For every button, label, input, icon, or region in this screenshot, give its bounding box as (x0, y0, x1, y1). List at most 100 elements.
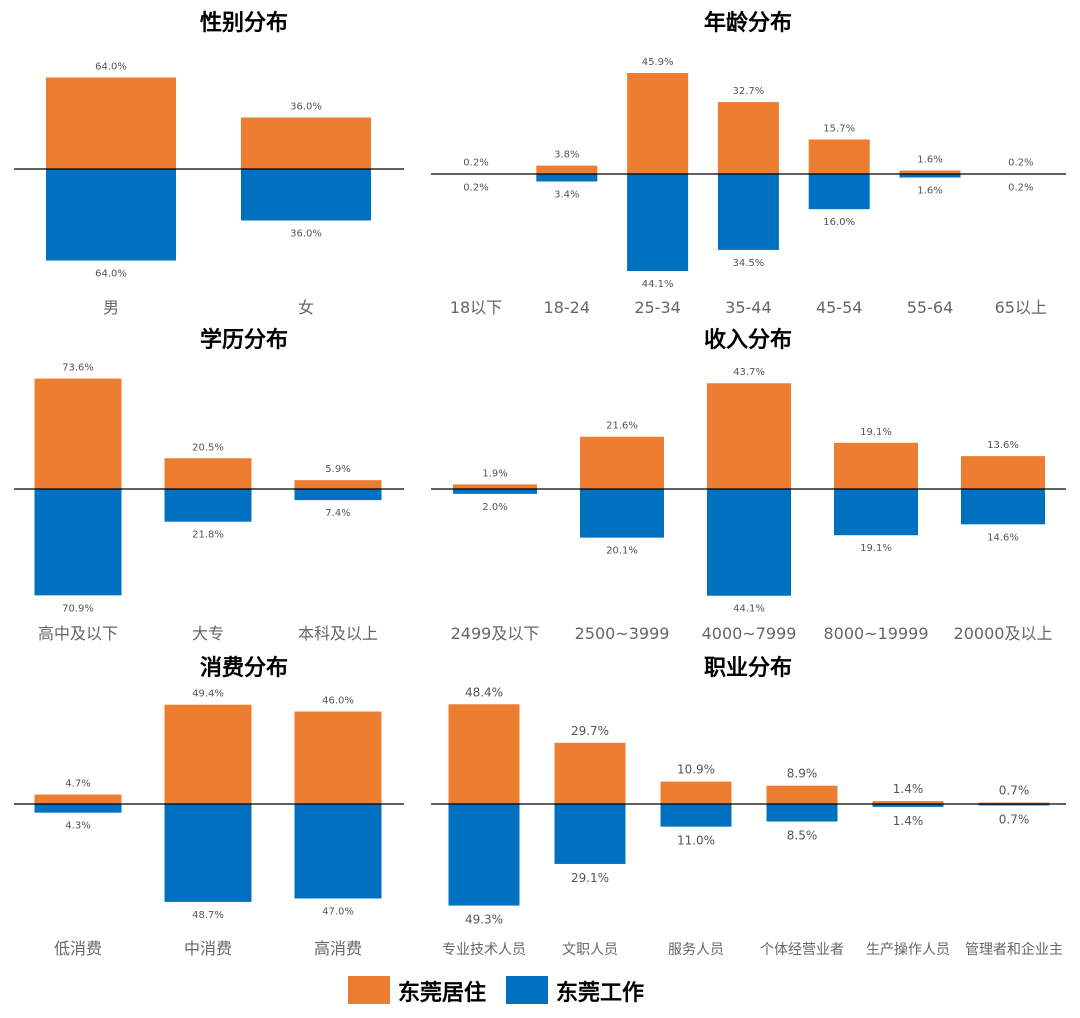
category-label: 4000~7999 (702, 624, 797, 643)
category-label: 本科及以上 (298, 624, 378, 643)
bar-work (766, 804, 838, 822)
bar-work (536, 174, 598, 182)
value-label-live: 45.9% (642, 57, 674, 68)
category-label: 管理者和企业主 (965, 941, 1063, 958)
value-label-live: 5.9% (325, 464, 350, 475)
category-label: 文职人员 (562, 942, 618, 958)
bar-work (961, 489, 1045, 525)
bar-live (164, 704, 252, 804)
value-label-work: 0.2% (463, 182, 488, 193)
bar-live (294, 711, 382, 804)
category-label: 2500~3999 (575, 624, 670, 643)
bar-live (660, 781, 732, 804)
chart-panel-5: 消费分布 4.7% 4.3% 低消费 49.4% 48.7% 中消费 46.0% 47.0% 高消… (14, 655, 404, 958)
value-label-live: 15.7% (823, 123, 855, 134)
value-label-work: 34.5% (733, 258, 765, 269)
category-label: 生产操作人员 (866, 942, 950, 958)
chart-title: 收入分布 (704, 327, 792, 353)
category-label: 男 (103, 298, 119, 317)
category-label: 高中及以下 (38, 624, 118, 643)
category-label: 高消费 (314, 939, 362, 958)
chart-title: 年龄分布 (704, 10, 792, 36)
chart-title: 性别分布 (200, 10, 288, 36)
value-label-live: 32.7% (733, 86, 765, 97)
bar-work (46, 169, 176, 261)
bar-work (554, 804, 626, 864)
value-label-live: 64.0% (95, 61, 127, 72)
value-label-work: 4.3% (65, 821, 90, 832)
bar-live (899, 170, 961, 174)
bar-live (766, 785, 838, 804)
category-label: 65以上 (995, 298, 1047, 317)
value-label-work: 20.1% (606, 546, 638, 557)
category-label: 25-34 (634, 298, 681, 317)
category-label: 低消费 (54, 939, 102, 958)
bar-work (34, 489, 122, 596)
value-label-work: 14.6% (987, 532, 1019, 543)
bar-live (580, 436, 664, 489)
bar-work (660, 804, 732, 827)
category-label: 大专 (192, 624, 224, 643)
category-label: 20000及以上 (954, 624, 1053, 643)
category-label: 18以下 (450, 298, 502, 317)
value-label-live: 3.8% (554, 150, 579, 161)
value-label-work: 11.0% (677, 834, 715, 848)
bar-live (46, 77, 176, 169)
bar-work (164, 804, 252, 902)
value-label-work: 21.8% (192, 530, 224, 541)
category-label: 18-24 (544, 298, 591, 317)
legend-swatch-work (506, 976, 548, 1004)
bar-work (294, 489, 382, 501)
category-label: 45-54 (816, 298, 863, 317)
bar-live (34, 794, 122, 804)
chart-panel-3: 学历分布 73.6% 70.9% 高中及以下 20.5% 21.8% 大专 5.9% 7.4% 本… (14, 327, 404, 643)
value-label-work: 70.9% (62, 603, 94, 614)
bar-live (554, 742, 626, 804)
value-label-work: 8.5% (787, 829, 818, 843)
chart-panel-6: 职业分布 48.4% 49.3% 专业技术人员 29.7% 29.1% 文职人员 10.9% 1… (431, 655, 1066, 958)
value-label-work: 19.1% (860, 543, 892, 554)
bar-work (164, 489, 252, 522)
value-label-work: 3.4% (554, 189, 579, 200)
value-label-live: 29.7% (571, 724, 609, 738)
value-label-work: 0.2% (1008, 182, 1033, 193)
value-label-work: 44.1% (642, 279, 674, 290)
bar-live (978, 802, 1050, 804)
bar-live (872, 801, 944, 804)
value-label-live: 10.9% (677, 763, 715, 777)
value-label-work: 64.0% (95, 269, 127, 280)
bar-live (834, 442, 918, 489)
bar-live (453, 484, 537, 489)
category-label: 中消费 (184, 939, 232, 958)
chart-panel-4: 收入分布 1.9% 2.0% 2499及以下 21.6% 20.1% 2500~3999 43… (431, 327, 1066, 643)
bar-work (899, 174, 961, 178)
bar-work (448, 804, 520, 906)
value-label-work: 47.0% (322, 906, 354, 917)
bar-live (961, 456, 1045, 489)
chart-panel-2: 年龄分布 0.2% 0.2% 18以下 3.8% 3.4% 18-24 45.9% 44.1% 2… (431, 10, 1066, 317)
bar-live (627, 73, 689, 174)
bar-work (453, 489, 537, 494)
bar-work (808, 174, 870, 210)
chart-title: 职业分布 (704, 655, 792, 681)
value-label-live: 13.6% (987, 440, 1019, 451)
bar-live (34, 378, 122, 489)
category-label: 女 (298, 298, 314, 317)
chart-panels: 性别分布 64.0% 64.0% 男 36.0% 36.0% 女 年龄分布 0.2% 0.2% 18… (14, 10, 1066, 958)
value-label-work: 29.1% (571, 871, 609, 885)
bar-live (448, 704, 520, 804)
value-label-live: 0.2% (1008, 158, 1033, 169)
value-label-work: 49.3% (465, 913, 503, 927)
value-label-work: 16.0% (823, 217, 855, 228)
value-label-work: 1.6% (917, 186, 942, 197)
bar-live (294, 480, 382, 489)
bar-work (717, 174, 779, 250)
value-label-work: 36.0% (290, 228, 322, 239)
value-label-work: 44.1% (733, 604, 765, 615)
category-label: 专业技术人员 (442, 942, 526, 958)
legend-label-work: 东莞工作 (556, 980, 644, 1006)
value-label-live: 43.7% (733, 367, 765, 378)
bar-work (580, 489, 664, 538)
value-label-live: 0.2% (463, 158, 488, 169)
bar-work (34, 804, 122, 813)
